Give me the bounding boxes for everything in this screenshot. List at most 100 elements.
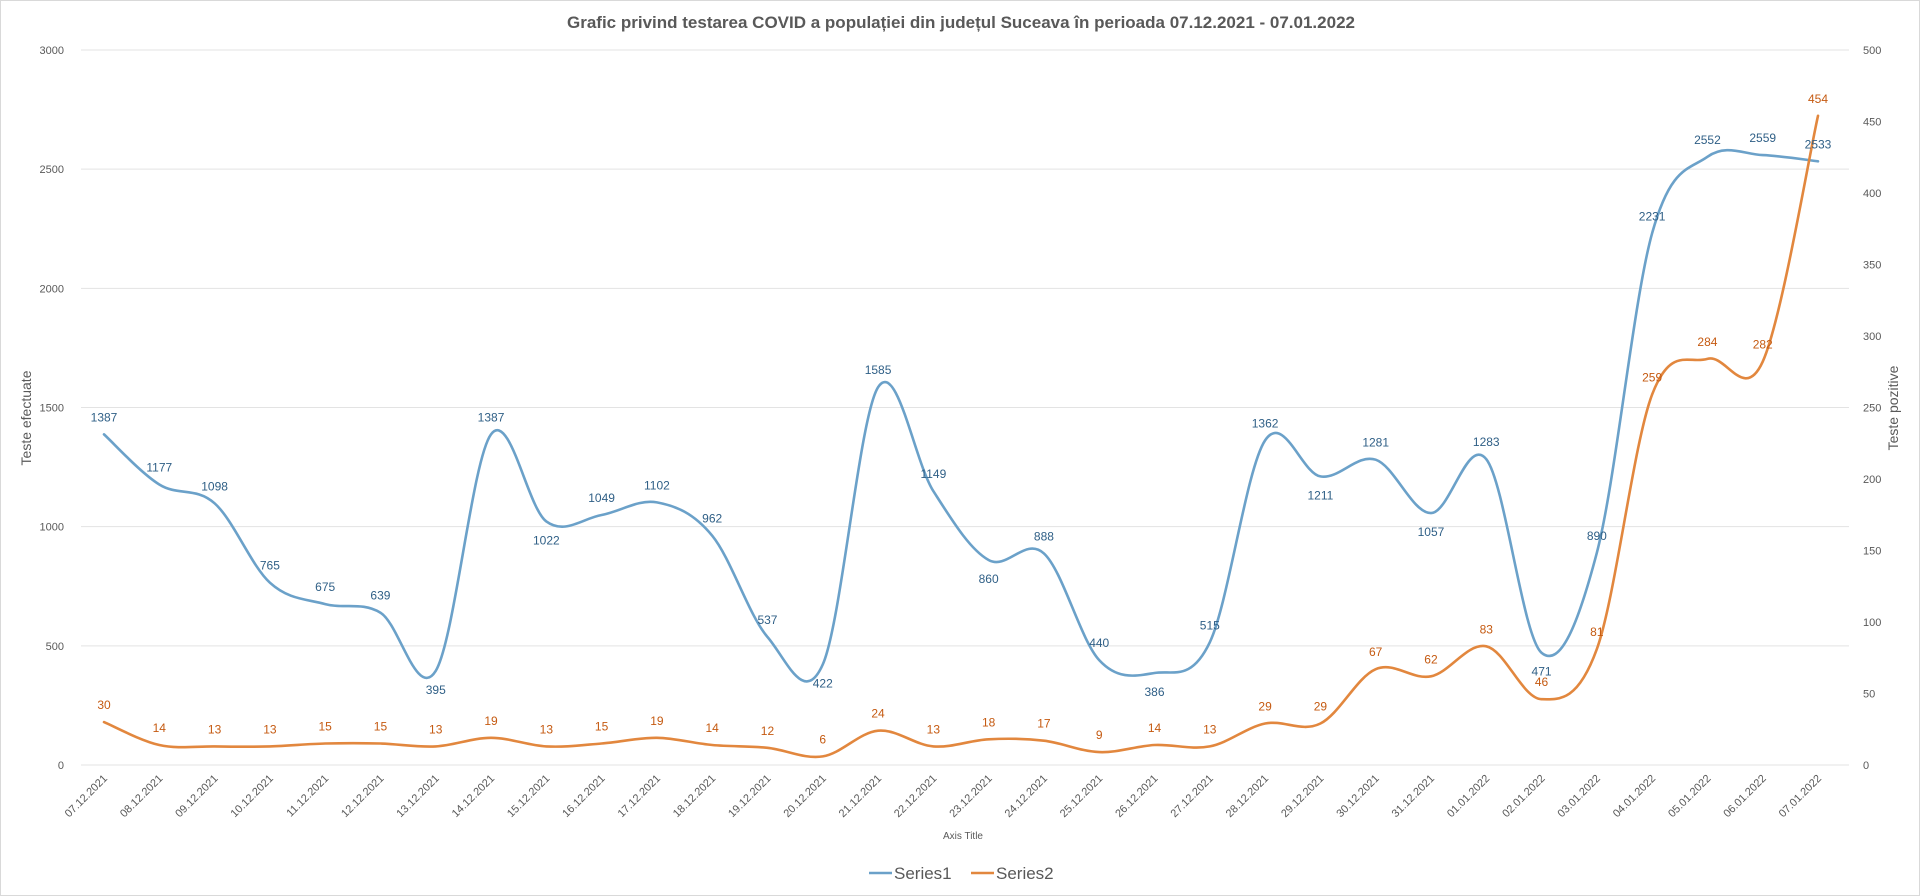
y-right-tick-label: 250: [1863, 403, 1881, 415]
data-label-series2: 14: [706, 721, 720, 735]
x-tick-label: 29.12.2021: [1279, 773, 1326, 820]
data-label-series1: 2552: [1694, 133, 1721, 147]
gridlines: [81, 49, 1849, 766]
x-tick-label: 21.12.2021: [837, 773, 884, 820]
data-label-series2: 17: [1037, 717, 1051, 731]
x-tick-label: 06.01.2022: [1721, 773, 1768, 820]
data-label-series2: 6: [819, 732, 826, 746]
data-label-series1: 2231: [1639, 209, 1666, 223]
x-tick-label: 15.12.2021: [505, 773, 552, 820]
data-label-series2: 18: [982, 715, 996, 729]
data-label-series1: 1387: [478, 410, 505, 424]
y-right-tick-label: 200: [1863, 474, 1881, 486]
data-label-series1: 1177: [146, 460, 172, 474]
data-label-series2: 15: [374, 720, 388, 734]
data-label-series1: 1022: [533, 533, 560, 547]
x-tick-label: 19.12.2021: [726, 773, 773, 820]
x-tick-label: 11.12.2021: [284, 773, 331, 820]
data-label-series2: 14: [1148, 721, 1162, 735]
data-label-series2: 284: [1697, 335, 1717, 349]
y-left-tick-label: 3000: [40, 45, 64, 57]
y-left-tick-label: 500: [46, 641, 64, 653]
x-tick-label: 27.12.2021: [1169, 773, 1216, 820]
data-label-series2: 14: [153, 721, 167, 735]
x-tick-label: 31.12.2021: [1390, 773, 1437, 820]
data-label-series2: 67: [1369, 645, 1383, 659]
chart-title: Grafic privind testarea COVID a populați…: [567, 13, 1355, 32]
data-label-series2: 29: [1258, 700, 1272, 714]
x-tick-label: 13.12.2021: [394, 773, 441, 820]
data-label-series2: 454: [1808, 92, 1828, 106]
data-label-series1: 395: [426, 683, 446, 697]
data-label-series1: 1149: [920, 467, 946, 481]
data-label-series1: 1283: [1473, 435, 1500, 449]
series-lines: [102, 114, 1820, 759]
x-tick-label: 07.01.2022: [1777, 773, 1824, 820]
y-left-tick-label: 0: [58, 760, 64, 772]
data-label-series2: 81: [1590, 625, 1604, 639]
data-label-series1: 2559: [1749, 131, 1776, 145]
x-tick-label: 20.12.2021: [781, 773, 828, 820]
y-right-tick-label: 450: [1863, 117, 1881, 129]
y-left-tick-label: 2500: [40, 164, 64, 176]
data-label-series1: 1057: [1418, 525, 1445, 539]
data-label-series1: 1098: [201, 479, 228, 493]
data-label-series2: 30: [97, 698, 111, 712]
y-axis-left-title: Teste efectuate: [18, 370, 34, 465]
x-tick-label: 18.12.2021: [671, 773, 718, 820]
data-label-series2: 13: [429, 722, 443, 736]
data-label-series2: 259: [1642, 371, 1662, 385]
x-tick-label: 05.01.2022: [1666, 773, 1713, 820]
data-label-series1: 515: [1200, 618, 1220, 632]
y-right-tick-label: 300: [1863, 331, 1881, 343]
y-left-tick-label: 1000: [40, 522, 64, 534]
x-tick-label: 08.12.2021: [118, 773, 165, 820]
legend: Series1 Series2: [869, 864, 1054, 883]
series-line-series1: [102, 148, 1820, 683]
x-tick-label: 22.12.2021: [892, 773, 939, 820]
legend-label-series2: Series2: [996, 864, 1054, 883]
legend-label-series1: Series1: [894, 864, 952, 883]
data-label-series2: 13: [1203, 722, 1217, 736]
data-label-series2: 15: [318, 720, 332, 734]
x-tick-label: 14.12.2021: [450, 773, 497, 820]
data-label-series2: 12: [761, 724, 775, 738]
y-left-tick-label: 1500: [40, 403, 64, 415]
data-label-series1: 1049: [588, 491, 615, 505]
x-tick-label: 23.12.2021: [947, 773, 994, 820]
y-axis-right-ticks: 0 50 100 150 200 250 300 350 400 450 500: [1863, 45, 1881, 772]
data-labels: 1387 1177 1098 765 675 639 395 1387 1022 1049 1102…: [91, 92, 1832, 747]
x-axis-ticks: 07.12.2021 08.12.2021 09.12.2021 10.12.2021…: [63, 773, 1824, 820]
data-label-series2: 19: [650, 714, 664, 728]
x-tick-label: 01.01.2022: [1445, 773, 1492, 820]
data-label-series2: 13: [208, 722, 222, 736]
data-label-series2: 13: [263, 722, 277, 736]
data-label-series2: 62: [1424, 652, 1438, 666]
data-label-series1: 1585: [865, 363, 892, 377]
data-label-series2: 9: [1096, 728, 1103, 742]
data-label-series1: 639: [370, 589, 390, 603]
data-label-series2: 15: [595, 720, 609, 734]
x-tick-label: 30.12.2021: [1334, 773, 1381, 820]
data-label-series1: 386: [1145, 685, 1165, 699]
y-right-tick-label: 350: [1863, 260, 1881, 272]
data-label-series1: 888: [1034, 529, 1054, 543]
data-label-series1: 1211: [1307, 488, 1333, 502]
y-right-tick-label: 0: [1863, 760, 1869, 772]
x-tick-label: 16.12.2021: [560, 773, 607, 820]
data-label-series2: 29: [1314, 700, 1328, 714]
data-label-series2: 13: [540, 722, 554, 736]
series-line-series2: [102, 114, 1820, 759]
x-tick-label: 26.12.2021: [1113, 773, 1160, 820]
data-label-series2: 46: [1535, 675, 1549, 689]
y-right-tick-label: 500: [1863, 45, 1881, 57]
data-label-series1: 537: [757, 613, 777, 627]
data-label-series1: 765: [260, 559, 280, 573]
data-label-series1: 422: [813, 676, 833, 690]
y-left-tick-label: 2000: [40, 283, 64, 295]
data-label-series2: 24: [871, 707, 885, 721]
y-axis-left-ticks: 0 500 1000 1500 2000 2500 3000: [40, 45, 64, 772]
y-right-tick-label: 100: [1863, 617, 1881, 629]
